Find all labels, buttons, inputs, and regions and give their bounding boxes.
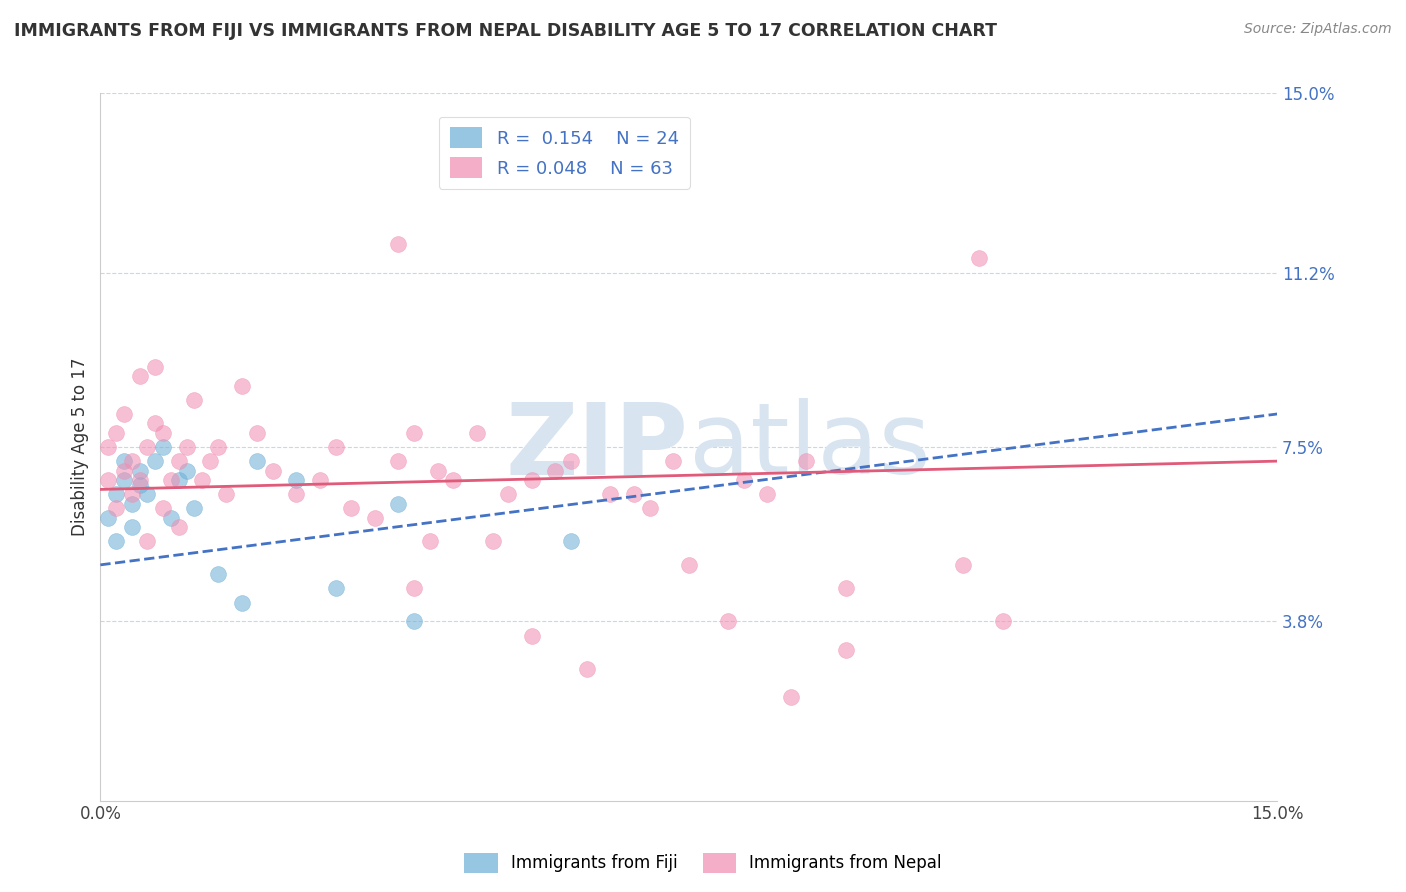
Point xyxy=(387,237,409,252)
Point xyxy=(575,662,598,676)
Point xyxy=(717,615,740,629)
Point xyxy=(112,473,135,487)
Point xyxy=(520,473,543,487)
Point xyxy=(128,369,150,384)
Point xyxy=(404,582,426,596)
Point xyxy=(967,252,990,266)
Point xyxy=(160,510,183,524)
Point xyxy=(834,642,856,657)
Point xyxy=(560,454,582,468)
Point xyxy=(112,464,135,478)
Point xyxy=(441,473,464,487)
Point xyxy=(97,473,120,487)
Point xyxy=(779,690,801,704)
Point xyxy=(309,473,332,487)
Text: atlas: atlas xyxy=(689,399,931,495)
Point xyxy=(387,497,409,511)
Point xyxy=(623,487,645,501)
Point xyxy=(404,615,426,629)
Point xyxy=(231,378,253,392)
Legend: Immigrants from Fiji, Immigrants from Nepal: Immigrants from Fiji, Immigrants from Ne… xyxy=(457,847,949,880)
Point xyxy=(325,582,347,596)
Point xyxy=(176,464,198,478)
Point xyxy=(834,582,856,596)
Point xyxy=(128,464,150,478)
Point xyxy=(183,392,205,407)
Point xyxy=(176,440,198,454)
Point xyxy=(285,487,308,501)
Point xyxy=(97,440,120,454)
Text: ZIP: ZIP xyxy=(506,399,689,495)
Point xyxy=(105,534,128,549)
Point xyxy=(285,473,308,487)
Point xyxy=(143,454,166,468)
Point xyxy=(481,534,503,549)
Point xyxy=(167,454,190,468)
Point xyxy=(991,615,1014,629)
Point xyxy=(143,359,166,374)
Point xyxy=(498,487,520,501)
Point xyxy=(796,454,818,468)
Point xyxy=(952,558,974,572)
Point xyxy=(246,454,269,468)
Point xyxy=(465,425,488,440)
Point xyxy=(105,501,128,516)
Point xyxy=(152,425,174,440)
Point xyxy=(599,487,621,501)
Point xyxy=(191,473,214,487)
Point xyxy=(231,596,253,610)
Point xyxy=(387,454,409,468)
Point xyxy=(136,534,159,549)
Point xyxy=(215,487,238,501)
Point xyxy=(662,454,685,468)
Point xyxy=(121,454,143,468)
Point xyxy=(560,534,582,549)
Legend: R =  0.154    N = 24, R = 0.048    N = 63: R = 0.154 N = 24, R = 0.048 N = 63 xyxy=(439,117,689,189)
Point xyxy=(97,510,120,524)
Point xyxy=(152,440,174,454)
Point xyxy=(183,501,205,516)
Point xyxy=(136,487,159,501)
Point xyxy=(544,464,567,478)
Point xyxy=(262,464,284,478)
Y-axis label: Disability Age 5 to 17: Disability Age 5 to 17 xyxy=(72,358,89,536)
Point xyxy=(128,473,150,487)
Point xyxy=(112,407,135,421)
Point xyxy=(160,473,183,487)
Point xyxy=(207,567,229,582)
Point xyxy=(733,473,755,487)
Point xyxy=(364,510,387,524)
Point xyxy=(756,487,779,501)
Point xyxy=(167,520,190,534)
Text: IMMIGRANTS FROM FIJI VS IMMIGRANTS FROM NEPAL DISABILITY AGE 5 TO 17 CORRELATION: IMMIGRANTS FROM FIJI VS IMMIGRANTS FROM … xyxy=(14,22,997,40)
Point xyxy=(152,501,174,516)
Point xyxy=(419,534,441,549)
Point xyxy=(136,440,159,454)
Point xyxy=(520,629,543,643)
Text: Source: ZipAtlas.com: Source: ZipAtlas.com xyxy=(1244,22,1392,37)
Point xyxy=(198,454,221,468)
Point xyxy=(638,501,661,516)
Point xyxy=(112,454,135,468)
Point xyxy=(167,473,190,487)
Point xyxy=(340,501,363,516)
Point xyxy=(121,497,143,511)
Point xyxy=(426,464,449,478)
Point xyxy=(105,425,128,440)
Point xyxy=(325,440,347,454)
Point xyxy=(404,425,426,440)
Point xyxy=(121,520,143,534)
Point xyxy=(128,477,150,491)
Point xyxy=(246,425,269,440)
Point xyxy=(678,558,700,572)
Point xyxy=(121,487,143,501)
Point xyxy=(143,417,166,431)
Point xyxy=(105,487,128,501)
Point xyxy=(207,440,229,454)
